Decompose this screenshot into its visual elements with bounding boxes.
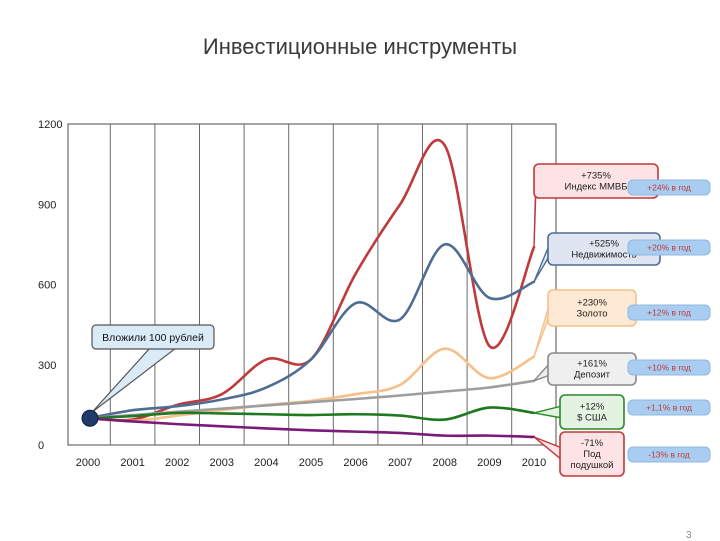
start-pointer: [91, 347, 178, 413]
x-tick-label: 2002: [165, 457, 189, 469]
callout-label: Недвижимость: [571, 250, 636, 261]
callout-deposit: +161%Депозит +10% в год: [533, 352, 711, 386]
y-tick-label: 300: [38, 360, 56, 372]
callout-label: +525%: [589, 239, 619, 250]
x-tick-label: 2008: [433, 457, 457, 469]
x-tick-label: 2001: [120, 457, 144, 469]
x-tick-label: 2006: [343, 457, 367, 469]
callout-gold: +230%Золото +12% в год: [533, 289, 711, 357]
callout-label: Золото: [576, 309, 607, 320]
callout-label: подушкой: [571, 460, 614, 471]
callout-pointer: [533, 405, 563, 419]
rate-pill: [627, 239, 711, 256]
plot-frame: [67, 123, 557, 446]
x-tick-label: 2009: [477, 457, 501, 469]
rate-pill: [627, 304, 711, 321]
callout-label: Под: [583, 449, 601, 460]
callout-box: [559, 394, 625, 430]
page-number: 3: [686, 530, 692, 541]
x-tick-label: 2004: [254, 457, 278, 469]
rate-pill: [627, 179, 711, 196]
x-tick-label: 2010: [522, 457, 546, 469]
series-line-pillow: [86, 416, 536, 439]
rate-label: +1,1% в год: [646, 403, 692, 413]
start-annotation: Вложили 100 рублей: [81, 324, 215, 427]
start-label: Вложили 100 рублей: [102, 332, 204, 344]
callout-label: +12%: [580, 402, 605, 413]
x-tick-label: 2007: [388, 457, 412, 469]
x-tick-label: 2003: [210, 457, 234, 469]
y-tick-label: 900: [38, 199, 56, 211]
rate-label: +10% в год: [647, 363, 691, 373]
x-tick-label: 2005: [299, 457, 323, 469]
series-line-realty: [86, 243, 536, 420]
callout-label: -71%: [581, 438, 604, 449]
rate-label: -13% в год: [648, 450, 690, 460]
grid-layer: [67, 123, 557, 446]
rate-label: +20% в год: [647, 243, 691, 253]
callout-realty: +525%Недвижимость +20% в год: [533, 232, 711, 283]
series-lines: [86, 138, 536, 439]
y-tick-label: 0: [38, 440, 44, 452]
rate-label: +24% в год: [647, 183, 691, 193]
rate-pill: [627, 359, 711, 376]
start-point: [81, 409, 99, 427]
callout-mmvb: +735%Индекс ММВБ +24% в год: [533, 163, 711, 248]
series-line-mmvb: [86, 138, 536, 422]
start-box: [91, 324, 215, 350]
callout-label: +735%: [581, 171, 611, 182]
rate-pill: [627, 399, 711, 416]
rate-label: +12% в год: [647, 308, 691, 318]
series-line-usd: [86, 406, 536, 422]
callout-label: +161%: [577, 359, 607, 370]
chart-title: Инвестиционные инструменты: [202, 34, 518, 59]
y-tick-label: 600: [38, 280, 56, 292]
x-tick-label: 2000: [76, 457, 100, 469]
callout-usd: +12%$ США +1,1% в год: [533, 394, 711, 430]
series-line-gold: [86, 347, 536, 423]
callout-label: $ США: [577, 413, 607, 424]
callout-label: Индекс ММВБ: [565, 182, 628, 193]
y-tick-label: 1200: [38, 119, 62, 131]
rate-pill: [627, 446, 711, 463]
callout-label: +230%: [577, 298, 607, 309]
callout-box: [559, 431, 625, 477]
callout-label: Депозит: [574, 370, 611, 381]
axis-layer: 0 300 600 900 1200 2000 2001 2002 2003 2004 2005 20…: [38, 119, 546, 469]
callouts: +735%Индекс ММВБ +24% в год +525%Недвижимо…: [533, 163, 711, 477]
